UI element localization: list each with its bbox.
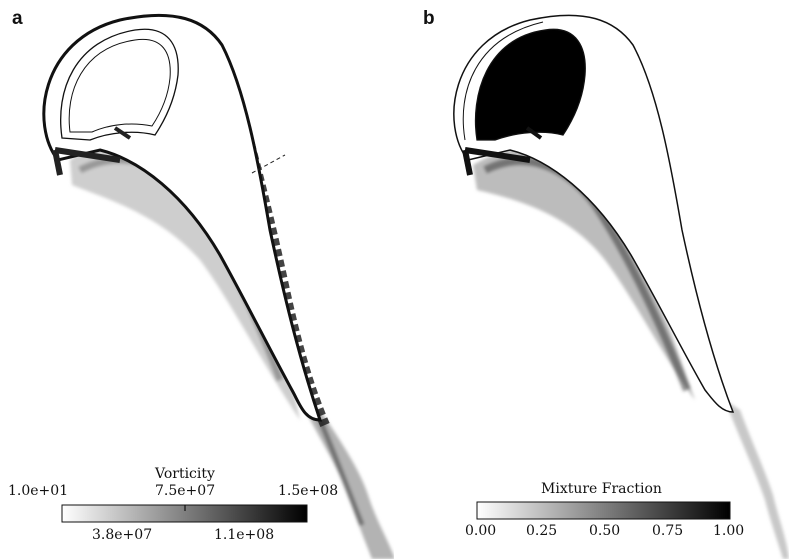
mixture-tick-4: 1.00 — [713, 523, 745, 539]
inner-cavity — [474, 28, 586, 141]
inner-cavity-wall — [68, 38, 171, 133]
inner-cavity-wall — [462, 21, 544, 141]
vorticity-tick-high-mid: 1.1e+08 — [214, 527, 275, 543]
inner-cavity — [60, 28, 179, 141]
vorticity-tick-max: 1.5e+08 — [278, 483, 339, 499]
panel-b-label: b — [423, 8, 435, 29]
coolant-slot — [464, 147, 531, 163]
panel-a-field — [42, 13, 394, 559]
slot-lip — [52, 149, 63, 176]
mixture-colorbar — [476, 501, 731, 520]
wake-plume — [300, 400, 394, 559]
wake-plume — [725, 400, 789, 559]
vorticity-tick-mid: 7.5e+07 — [155, 483, 216, 499]
panel-a-label: a — [12, 8, 23, 29]
mixture-tick-1: 0.25 — [526, 523, 558, 539]
mixture-tick-0: 0.00 — [465, 523, 497, 539]
probe-line — [251, 154, 286, 174]
panel-a-vorticity: a — [0, 0, 394, 559]
vorticity-tick-min: 1.0e+01 — [8, 483, 69, 499]
mixture-tick-2: 0.50 — [589, 523, 621, 539]
cavity-port — [113, 126, 132, 140]
vorticity-colorbar-title: Vorticity — [155, 466, 215, 482]
mixture-tick-3: 0.75 — [652, 523, 684, 539]
slot-lip — [462, 149, 473, 176]
vorticity-tick-low-mid: 3.8e+07 — [92, 527, 153, 543]
coolant-slot — [54, 147, 121, 163]
mixture-colorbar-title: Mixture Fraction — [541, 481, 662, 497]
cavity-port — [525, 126, 543, 140]
panel-b-mixture-fraction: b Mixture Fra — [395, 0, 789, 559]
panel-b-field — [453, 14, 789, 559]
